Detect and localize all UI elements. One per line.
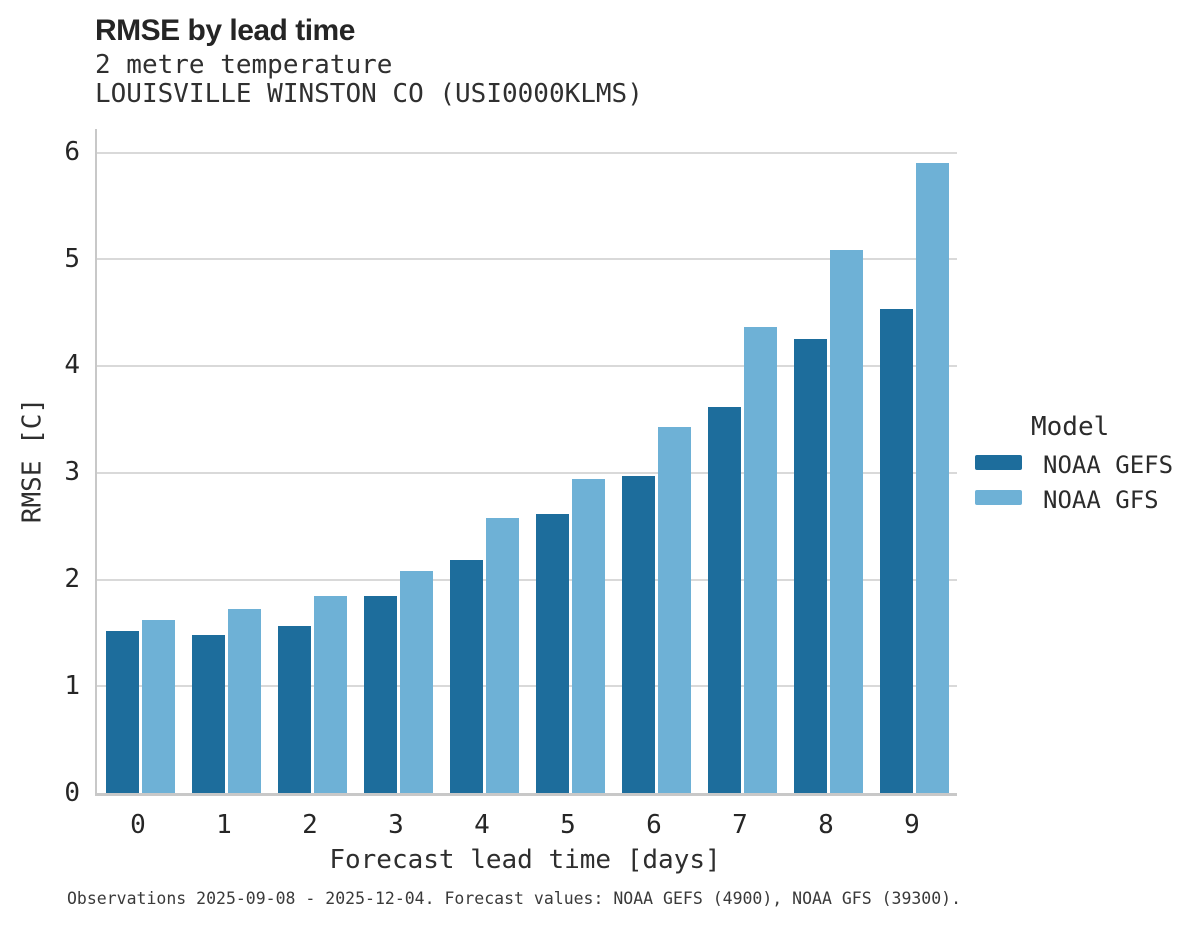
bar-noaa-gefs bbox=[277, 626, 311, 793]
bar-noaa-gefs bbox=[105, 630, 139, 793]
bar-group bbox=[527, 129, 613, 793]
chart-subtitle-variable: 2 metre temperature bbox=[95, 50, 393, 80]
y-tick-label: 5 bbox=[64, 243, 80, 274]
x-tick-label: 3 bbox=[388, 810, 404, 840]
bar-noaa-gfs bbox=[571, 479, 605, 793]
bar-noaa-gefs bbox=[621, 475, 655, 793]
bar-noaa-gefs bbox=[707, 406, 741, 793]
bar-noaa-gefs bbox=[535, 514, 569, 793]
bar-group bbox=[183, 129, 269, 793]
bar-group bbox=[269, 129, 355, 793]
chart-subtitle-station: LOUISVILLE WINSTON CO (USI0000KLMS) bbox=[95, 79, 643, 109]
legend-item-label: NOAA GFS bbox=[1043, 486, 1159, 514]
x-tick-label: 7 bbox=[732, 810, 748, 840]
bar-noaa-gefs bbox=[449, 560, 483, 793]
legend-title: Model bbox=[1031, 412, 1110, 442]
bar-noaa-gfs bbox=[141, 620, 175, 793]
bar-group bbox=[699, 129, 785, 793]
legend-swatch-noaa-gefs-icon bbox=[975, 455, 1022, 470]
gridline bbox=[97, 258, 957, 261]
bar-noaa-gfs bbox=[485, 517, 519, 793]
gridline bbox=[97, 471, 957, 474]
x-tick-label: 9 bbox=[904, 810, 920, 840]
footer-note: Observations 2025-09-08 - 2025-12-04. Fo… bbox=[67, 889, 962, 908]
x-tick-label: 2 bbox=[302, 810, 318, 840]
x-tick-label: 0 bbox=[130, 810, 146, 840]
page-title: RMSE by lead time bbox=[95, 14, 355, 47]
y-tick-label: 4 bbox=[64, 350, 80, 381]
x-tick-label: 6 bbox=[646, 810, 662, 840]
bar-group bbox=[785, 129, 871, 793]
legend-item-label: NOAA GEFS bbox=[1043, 451, 1174, 479]
bar-noaa-gfs bbox=[657, 426, 691, 793]
x-tick-label: 8 bbox=[818, 810, 834, 840]
y-tick-label: 1 bbox=[64, 670, 80, 701]
bar-series-container bbox=[97, 129, 957, 793]
y-tick-label: 0 bbox=[64, 777, 80, 808]
bar-noaa-gfs bbox=[743, 326, 777, 793]
x-axis-ticks: 0 1 2 3 4 5 6 7 8 9 bbox=[95, 810, 955, 841]
bar-noaa-gefs bbox=[879, 309, 913, 793]
gridline bbox=[97, 365, 957, 367]
x-tick-label: 4 bbox=[474, 810, 490, 840]
gridline bbox=[97, 685, 957, 688]
bar-group bbox=[355, 129, 441, 793]
x-tick-label: 5 bbox=[560, 810, 576, 840]
bar-group bbox=[613, 129, 699, 793]
bar-group bbox=[441, 129, 527, 793]
bar-noaa-gfs bbox=[829, 249, 863, 793]
bar-group bbox=[97, 129, 183, 793]
y-tick-label: 3 bbox=[64, 457, 80, 488]
legend-swatch-noaa-gfs-icon bbox=[975, 490, 1022, 505]
bar-noaa-gfs bbox=[399, 570, 433, 793]
y-tick-label: 2 bbox=[64, 563, 80, 594]
plot-area bbox=[95, 129, 957, 796]
bar-noaa-gefs bbox=[793, 339, 827, 793]
gridline bbox=[97, 578, 957, 581]
bar-group bbox=[871, 129, 957, 793]
bar-noaa-gfs bbox=[313, 595, 347, 793]
x-tick-label: 1 bbox=[216, 810, 232, 840]
bar-noaa-gfs bbox=[227, 609, 261, 793]
bar-noaa-gefs bbox=[191, 635, 225, 793]
bar-noaa-gfs bbox=[915, 163, 949, 793]
gridline bbox=[97, 151, 957, 154]
x-axis-label: Forecast lead time [days] bbox=[329, 845, 721, 875]
bar-noaa-gefs bbox=[363, 595, 397, 793]
y-tick-label: 6 bbox=[64, 136, 80, 167]
